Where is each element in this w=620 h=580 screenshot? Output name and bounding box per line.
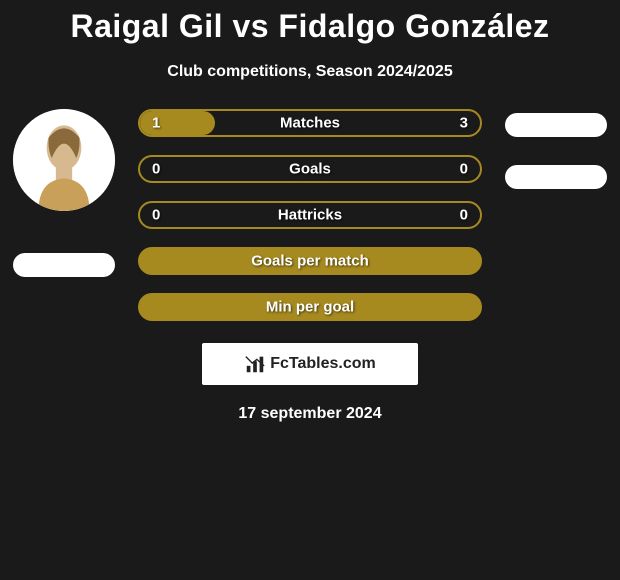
left-player-avatar: [13, 109, 115, 211]
stat-bar: Goals0 0: [138, 155, 482, 183]
watermark: FcTables.com: [202, 343, 418, 385]
content-row: Matches13Goals00Hattricks00Goals per mat…: [0, 109, 620, 321]
stat-bar-label: Matches: [140, 115, 480, 132]
stat-bar-label: Hattricks: [140, 207, 480, 224]
stat-bar: Goals per match: [138, 247, 482, 275]
subtitle: Club competitions, Season 2024/2025: [0, 63, 620, 81]
date-text: 17 september 2024: [0, 405, 620, 423]
watermark-text: FcTables.com: [270, 355, 376, 373]
bar-chart-icon: [244, 353, 266, 375]
stat-bar-right-value: 3: [460, 115, 468, 132]
stat-bar-left-value: 0: [152, 161, 160, 178]
stat-bar-left-value: 1: [152, 115, 160, 132]
stat-bar-label: Goals: [140, 161, 480, 178]
stat-bar-label: Goals per match: [140, 253, 480, 270]
comparison-card: Raigal Gil vs Fidalgo González Club comp…: [0, 0, 620, 423]
right-player-pill-2: [505, 165, 607, 189]
stat-bar-right-value: 0: [460, 207, 468, 224]
stat-bar-label: Min per goal: [140, 299, 480, 316]
left-player-column: [8, 109, 120, 277]
stat-bar-left-value: 0: [152, 207, 160, 224]
stat-bar: Min per goal: [138, 293, 482, 321]
person-icon: [13, 109, 115, 211]
stat-bars: Matches13Goals00Hattricks00Goals per mat…: [138, 109, 482, 321]
stat-bar: Matches1 3: [138, 109, 482, 137]
page-title: Raigal Gil vs Fidalgo González: [0, 8, 620, 45]
left-player-name-pill: [13, 253, 115, 277]
stat-bar: Hattricks0 0: [138, 201, 482, 229]
right-player-pill-1: [505, 113, 607, 137]
stat-bar-right-value: 0: [460, 161, 468, 178]
right-player-column: [500, 109, 612, 189]
